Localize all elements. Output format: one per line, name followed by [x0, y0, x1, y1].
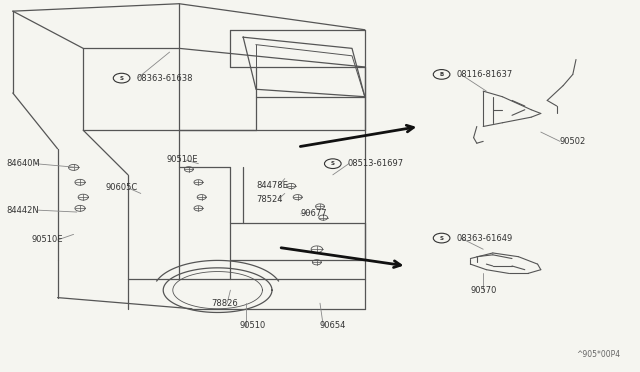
Text: 08363-61649: 08363-61649 — [456, 234, 513, 243]
Text: 90502: 90502 — [560, 137, 586, 146]
Text: 08363-61638: 08363-61638 — [136, 74, 193, 83]
Text: 84640M: 84640M — [6, 159, 40, 168]
Text: S: S — [120, 76, 124, 81]
Text: 90677: 90677 — [301, 209, 328, 218]
Text: 08513-61697: 08513-61697 — [348, 159, 404, 168]
Text: 90654: 90654 — [320, 321, 346, 330]
Text: 08116-81637: 08116-81637 — [456, 70, 513, 79]
Text: ^905*00P4: ^905*00P4 — [577, 350, 621, 359]
Text: 78826: 78826 — [211, 299, 238, 308]
Text: 90570: 90570 — [470, 286, 497, 295]
Text: S: S — [440, 235, 444, 241]
Text: 90510: 90510 — [240, 321, 266, 330]
Text: 78524: 78524 — [256, 195, 282, 203]
Text: 84442N: 84442N — [6, 206, 39, 215]
Text: 90605C: 90605C — [106, 183, 138, 192]
Text: 90510E: 90510E — [166, 155, 198, 164]
Text: 90510E: 90510E — [32, 235, 63, 244]
Text: 84478E: 84478E — [256, 182, 288, 190]
Text: S: S — [331, 161, 335, 166]
Text: B: B — [440, 72, 444, 77]
